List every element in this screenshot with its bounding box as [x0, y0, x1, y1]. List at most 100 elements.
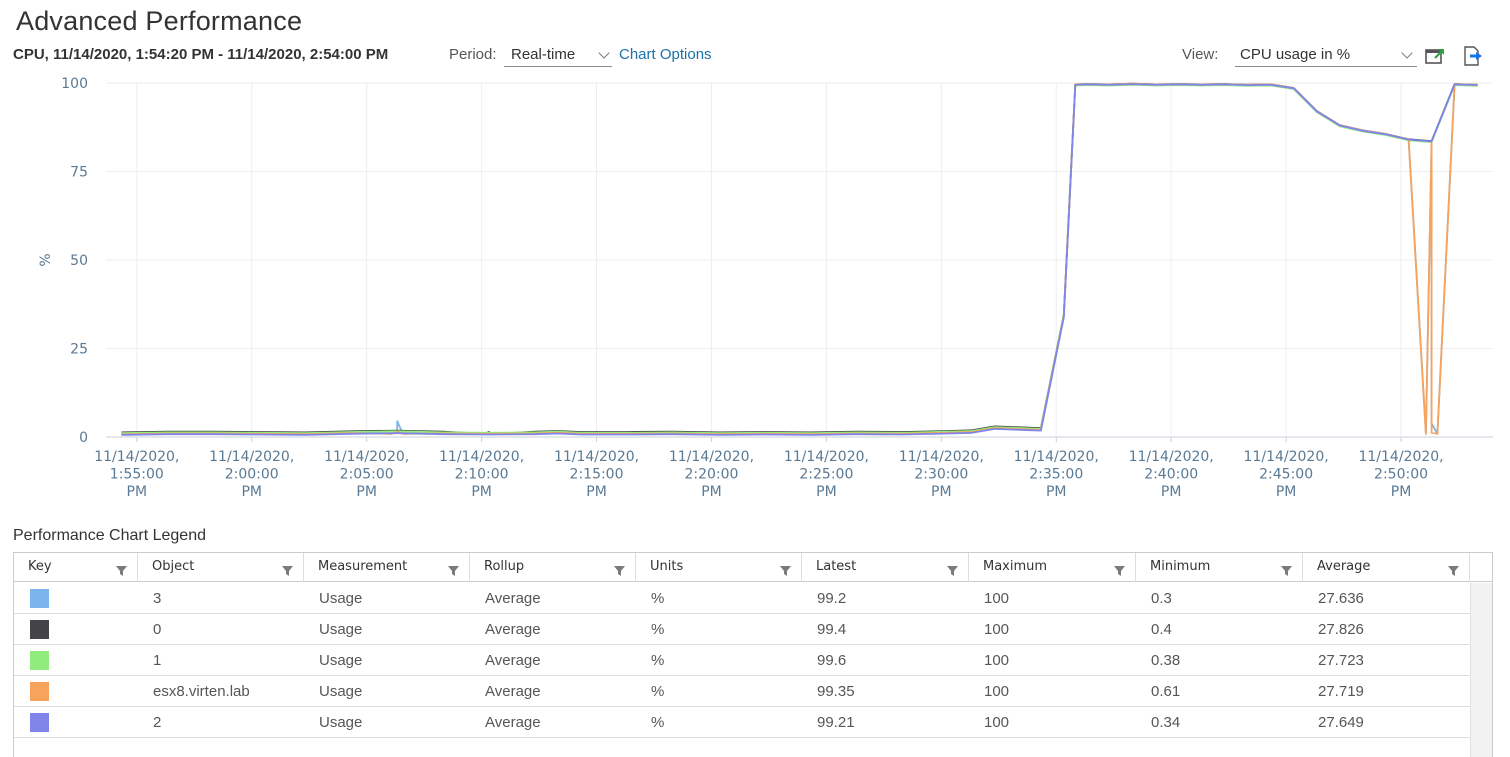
popout-chart-icon[interactable] — [1424, 45, 1446, 67]
x-tick-label: 11/14/2020, — [324, 449, 409, 465]
column-header-label: Minimum — [1150, 559, 1211, 574]
column-header-average[interactable]: Average — [1303, 553, 1470, 582]
table-row[interactable]: 0 Usage Average% 99.4 100 0.4 27.826 — [14, 614, 1470, 645]
x-tick-label: PM — [931, 484, 952, 500]
cell-rollup: Average — [485, 683, 541, 700]
vertical-scrollbar[interactable] — [1470, 583, 1492, 757]
series-color-swatch — [30, 682, 49, 701]
column-header-latest[interactable]: Latest — [802, 553, 969, 582]
column-header-label: Maximum — [983, 559, 1048, 574]
x-tick-label: PM — [1046, 484, 1067, 500]
column-header-minimum[interactable]: Minimum — [1136, 553, 1303, 582]
cell-measurement: Usage — [319, 590, 363, 607]
column-header-rollup[interactable]: Rollup — [470, 553, 636, 582]
x-tick-label: 2:25:00 — [799, 467, 853, 483]
x-tick-label: PM — [356, 484, 377, 500]
column-header-units[interactable]: Units — [636, 553, 802, 582]
column-header-object[interactable]: Object — [138, 553, 304, 582]
x-tick-label: 2:05:00 — [340, 467, 394, 483]
cell-minimum: 0.61 — [1151, 683, 1181, 700]
x-tick-label: PM — [471, 484, 492, 500]
filter-icon[interactable] — [614, 563, 625, 576]
series-line-esx8-virten-lab — [121, 82, 1478, 436]
filter-icon[interactable] — [116, 563, 127, 576]
table-row[interactable]: 3 Usage Average% 99.2 100 0.3 27.636 — [14, 583, 1470, 614]
y-tick-label: 50 — [70, 253, 88, 269]
x-tick-label: PM — [1276, 484, 1297, 500]
cpu-usage-chart: 0 25 50 75 100% 11/14/2020, 1:55:00 PM 11/14/202… — [13, 70, 1493, 520]
column-header-maximum[interactable]: Maximum — [969, 553, 1136, 582]
x-tick-label: 2:45:00 — [1259, 467, 1313, 483]
cell-minimum: 0.34 — [1151, 714, 1181, 731]
series-color-swatch — [30, 589, 49, 608]
view-label: View: — [1182, 46, 1219, 63]
series-line-1 — [121, 83, 1478, 434]
cell-maximum: 100 — [984, 590, 1010, 607]
cell-latest: 99.35 — [817, 683, 855, 700]
cell-maximum: 100 — [984, 621, 1010, 638]
export-icon[interactable] — [1461, 45, 1483, 67]
filter-icon[interactable] — [448, 563, 459, 576]
y-tick-label: 100 — [61, 76, 88, 92]
x-tick-label: 11/14/2020, — [1358, 449, 1443, 465]
chevron-down-icon — [598, 47, 610, 59]
x-tick-label: 11/14/2020, — [1129, 449, 1214, 465]
y-tick-label: 75 — [70, 165, 88, 181]
x-tick-label: 2:35:00 — [1029, 467, 1083, 483]
x-tick-label: 2:30:00 — [914, 467, 968, 483]
table-row[interactable]: 2 Usage Average% 99.21 100 0.34 27.649 — [14, 707, 1470, 738]
series-color-swatch — [30, 713, 49, 732]
x-tick-label: 11/14/2020, — [209, 449, 294, 465]
cell-measurement: Usage — [319, 714, 363, 731]
cell-units: % — [651, 683, 665, 700]
cell-object: esx8.virten.lab — [153, 683, 250, 700]
x-tick-label: PM — [241, 484, 262, 500]
series-line-0 — [121, 82, 1478, 436]
chart-svg: 0255075100%11/14/2020,1:55:00PM11/14/202… — [38, 76, 1493, 500]
column-header-label: Measurement — [318, 559, 408, 574]
column-header-label: Units — [650, 559, 684, 574]
period-value: Real-time — [511, 46, 576, 63]
cell-measurement: Usage — [319, 683, 363, 700]
chevron-down-icon — [1401, 47, 1413, 59]
cell-maximum: 100 — [984, 714, 1010, 731]
column-header-measurement[interactable]: Measurement — [304, 553, 470, 582]
x-tick-label: 11/14/2020, — [439, 449, 524, 465]
chart-options-link[interactable]: Chart Options — [619, 46, 712, 63]
filter-icon[interactable] — [1448, 563, 1459, 576]
cell-units: % — [651, 590, 665, 607]
column-header-label: Latest — [816, 559, 857, 574]
view-value: CPU usage in % — [1240, 46, 1351, 63]
cell-rollup: Average — [485, 590, 541, 607]
column-header-label: Key — [28, 559, 52, 574]
filter-icon[interactable] — [947, 563, 958, 576]
cell-units: % — [651, 652, 665, 669]
series-line-2 — [121, 83, 1478, 436]
cell-minimum: 0.38 — [1151, 652, 1181, 669]
period-label: Period: — [449, 46, 497, 63]
cell-rollup: Average — [485, 714, 541, 731]
x-tick-label: PM — [816, 484, 837, 500]
view-select[interactable]: CPU usage in % — [1235, 44, 1417, 67]
filter-icon[interactable] — [1281, 563, 1292, 576]
filter-icon[interactable] — [1114, 563, 1125, 576]
x-tick-label: 11/14/2020, — [94, 449, 179, 465]
cell-measurement: Usage — [319, 652, 363, 669]
cell-units: % — [651, 621, 665, 638]
cell-average: 27.719 — [1318, 683, 1364, 700]
x-tick-label: PM — [127, 484, 148, 500]
x-tick-label: 11/14/2020, — [669, 449, 754, 465]
column-header-label: Average — [1317, 559, 1371, 574]
x-tick-label: 11/14/2020, — [784, 449, 869, 465]
period-select[interactable]: Real-time — [504, 44, 612, 67]
filter-icon[interactable] — [780, 563, 791, 576]
series-line-3 — [121, 82, 1478, 435]
x-tick-label: 11/14/2020, — [554, 449, 639, 465]
series-color-swatch — [30, 651, 49, 670]
cell-latest: 99.4 — [817, 621, 847, 638]
filter-icon[interactable] — [282, 563, 293, 576]
table-row[interactable]: 1 Usage Average% 99.6 100 0.38 27.723 — [14, 645, 1470, 676]
table-row[interactable]: esx8.virten.lab Usage Average% 99.35 100 0.61… — [14, 676, 1470, 707]
column-header-key[interactable]: Key — [14, 553, 138, 582]
legend-table: Key Object Measurement Rollup Units Latest Max… — [13, 552, 1493, 757]
